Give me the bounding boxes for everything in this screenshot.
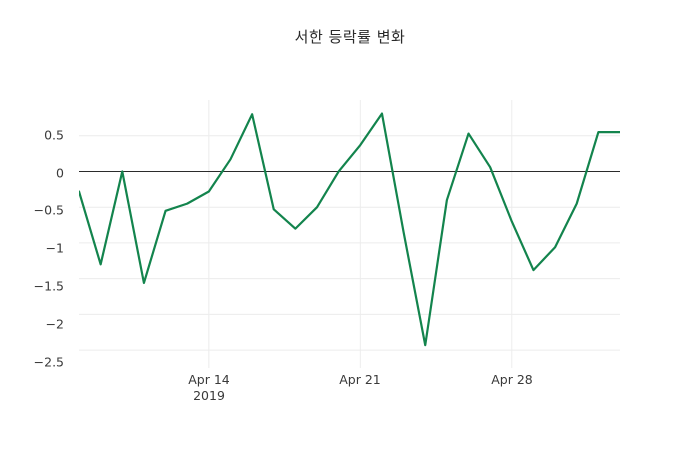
- x-axis-tick-sublabel: 2019: [193, 388, 225, 403]
- gridlines: [79, 135, 620, 351]
- x-axis-tick-apr-14: Apr 14 2019: [149, 372, 269, 404]
- y-axis-tick-label: −1.5: [33, 278, 64, 294]
- y-axis-tick-label: 0.5: [44, 127, 64, 143]
- x-axis-tick-apr-28: Apr 28: [452, 372, 572, 388]
- x-axis-tick-label: Apr 14: [188, 372, 230, 387]
- y-axis-tick-label: −0.5: [33, 202, 64, 218]
- chart-title: 서한 등락률 변화: [294, 28, 406, 46]
- data-series-line: [79, 112, 620, 347]
- line-chart-svg: [79, 100, 620, 368]
- x-axis-tick-label: Apr 21: [339, 372, 381, 387]
- y-axis-tick-label: −1: [45, 240, 64, 256]
- y-axis-tick-label: 0: [56, 165, 64, 181]
- x-axis-tick-label: Apr 28: [491, 372, 533, 387]
- x-axis-tick-apr-21: Apr 21: [300, 372, 420, 388]
- y-axis-tick-label: −2: [45, 316, 64, 332]
- y-axis-tick-label: −2.5: [33, 354, 64, 370]
- plot-area: [79, 100, 620, 368]
